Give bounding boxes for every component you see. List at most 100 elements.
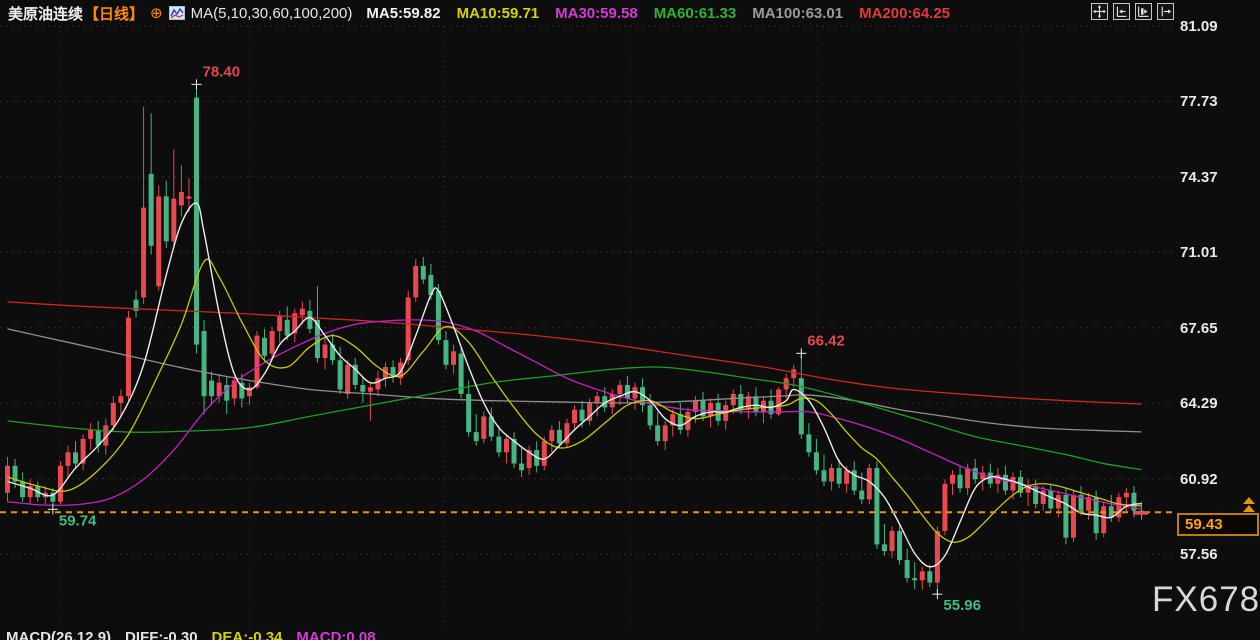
candle-body <box>745 396 751 410</box>
candle-body <box>337 360 343 390</box>
candle-body <box>367 387 373 392</box>
candle-body <box>73 452 79 464</box>
candle-body <box>1131 492 1137 511</box>
candle-body <box>57 465 63 502</box>
pan-tool-icon[interactable] <box>1091 3 1108 20</box>
candle-body <box>670 414 676 426</box>
candle-body <box>405 297 411 361</box>
candle-body <box>836 468 842 484</box>
ma-line-ma10 <box>7 258 1142 543</box>
candle-body <box>420 265 426 280</box>
candle-body <box>889 530 895 552</box>
candle-body <box>874 468 880 545</box>
candle-body <box>821 470 827 482</box>
candle-body <box>345 364 351 394</box>
candle-body <box>881 544 887 552</box>
candle-body <box>587 402 593 421</box>
candle-body <box>980 472 986 480</box>
candle-body <box>541 441 547 466</box>
candle-body <box>851 470 857 491</box>
candle-body <box>5 465 10 493</box>
candle-body <box>360 384 366 392</box>
candle-body <box>927 571 933 583</box>
candle-body <box>413 265 419 298</box>
candle-body <box>103 425 109 446</box>
candle-body <box>897 530 903 561</box>
candle-body <box>201 331 207 397</box>
candle-body <box>526 450 532 469</box>
ma-line-ma200 <box>7 301 1142 405</box>
symbol-title: 美原油连续 <box>8 5 84 23</box>
candle-body <box>209 380 215 397</box>
ma-value: MA5:59.82 <box>366 4 441 22</box>
candle-body <box>65 452 71 466</box>
candle-body <box>314 319 320 359</box>
candle-body <box>791 369 797 379</box>
candle-body <box>579 409 585 421</box>
extreme-price-label: 59.74 <box>59 512 97 529</box>
candle-body <box>133 299 139 311</box>
candle-body <box>965 468 971 489</box>
macd-value: DIFF:-0.30 <box>125 629 198 640</box>
candle-body <box>602 396 608 408</box>
candle-body <box>677 414 683 430</box>
candle-body <box>148 173 154 246</box>
candle-body <box>806 434 812 453</box>
candle-body <box>163 196 169 242</box>
candle-body <box>700 400 706 417</box>
current-price-label: 59.43 <box>1177 513 1259 537</box>
candle-body <box>708 402 714 417</box>
candle-body <box>662 425 668 442</box>
candle-body <box>194 97 199 345</box>
candle-body <box>1010 477 1016 491</box>
candle-body <box>1055 494 1061 509</box>
candle-body <box>246 387 252 397</box>
indicator-chart-icon[interactable] <box>168 6 185 20</box>
candle-body <box>171 198 177 242</box>
scale-x-axis-icon[interactable] <box>1135 3 1152 20</box>
candle-body <box>254 335 260 388</box>
candle-body <box>216 382 222 397</box>
add-indicator-icon[interactable]: ⊕ <box>150 5 163 22</box>
ma-line-ma60 <box>7 366 1142 471</box>
candle-body <box>987 472 993 484</box>
candle-body <box>224 384 230 401</box>
candle-body <box>572 409 577 424</box>
candle-body <box>503 438 509 453</box>
candle-body <box>934 530 940 583</box>
candle-body <box>118 396 124 403</box>
candle-body <box>352 364 358 385</box>
candle-body <box>972 468 978 480</box>
candle-body <box>957 474 963 489</box>
candle-body <box>511 438 517 464</box>
candle-body <box>1070 494 1076 538</box>
extreme-price-label: 66.42 <box>807 332 845 349</box>
candle-body <box>632 387 638 399</box>
candle-body <box>88 429 94 439</box>
candle-body <box>912 578 918 581</box>
candle-body <box>20 481 26 498</box>
candle-body <box>617 384 623 394</box>
candle-body <box>549 429 555 442</box>
reset-view-icon[interactable] <box>1157 3 1174 20</box>
y-axis-label: 77.73 <box>1180 93 1218 111</box>
candle-body <box>1078 494 1084 511</box>
candle-body <box>753 396 759 412</box>
ma-value: MA10:59.71 <box>456 4 540 22</box>
candle-body <box>12 465 18 482</box>
candle-body <box>1033 486 1039 504</box>
candle-body <box>1048 490 1054 509</box>
candle-body <box>307 310 313 329</box>
candle-body <box>624 384 630 399</box>
candle-body <box>904 560 910 579</box>
candle-body <box>1101 506 1107 534</box>
ma-legend: MA5:59.82 MA10:59.71 MA30:59.58 MA60:61.33 M… <box>366 5 966 22</box>
y-axis-label: 71.01 <box>1180 244 1218 262</box>
ma-value: MA30:59.58 <box>555 4 638 22</box>
scale-y-axis-icon[interactable] <box>1113 3 1130 20</box>
candle-body <box>640 387 646 406</box>
candle-body <box>473 432 479 442</box>
candle-body <box>481 416 487 439</box>
